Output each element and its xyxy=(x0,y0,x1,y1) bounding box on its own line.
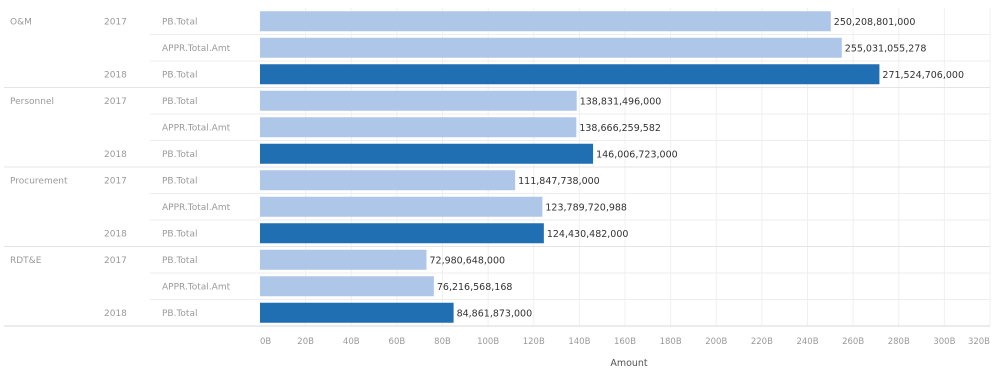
data-label: 84,861,873,000 xyxy=(457,308,533,319)
year-label: 2017 xyxy=(104,256,127,266)
year-label: 2018 xyxy=(104,229,127,239)
x-tick-label: 320B xyxy=(968,337,990,347)
data-label: 250,208,801,000 xyxy=(834,17,916,28)
x-tick-label: 220B xyxy=(751,337,773,347)
data-label: 146,006,723,000 xyxy=(596,149,678,160)
row-labels: O&M 2017 PB.Total APPR.Total.Amt 2018 PB.Tota… xyxy=(10,17,231,319)
x-tick-label: 40B xyxy=(343,337,360,347)
measure-label: PB.Total xyxy=(162,70,197,80)
data-label: 76,216,568,168 xyxy=(437,282,513,293)
x-tick-label: 260B xyxy=(842,337,864,347)
year-label: 2018 xyxy=(104,70,127,80)
bar xyxy=(260,64,880,85)
measure-label: APPR.Total.Amt xyxy=(162,203,231,213)
x-tick-label: 280B xyxy=(888,337,910,347)
x-tick-label: 300B xyxy=(933,337,955,347)
x-axis: 0B 20B 40B 60B 80B 100B 120B 140B 160B 180B 200B 22… xyxy=(260,337,990,347)
measure-label: PB.Total xyxy=(162,150,197,160)
measure-label: PB.Total xyxy=(162,176,197,186)
category-label: Procurement xyxy=(10,176,68,186)
year-label: 2017 xyxy=(104,176,127,186)
x-tick-label: 180B xyxy=(660,337,682,347)
data-label: 111,847,738,000 xyxy=(518,176,600,187)
x-tick-label: 160B xyxy=(614,337,636,347)
bar xyxy=(260,196,543,217)
measure-label: PB.Total xyxy=(162,17,197,27)
x-axis-title: Amount xyxy=(610,358,648,369)
data-label: 72,980,648,000 xyxy=(429,255,505,266)
x-tick-label: 60B xyxy=(389,337,406,347)
measure-label: APPR.Total.Amt xyxy=(162,123,231,133)
row-separators xyxy=(4,34,990,327)
x-tick-label: 80B xyxy=(434,337,451,347)
bar xyxy=(260,117,577,138)
measure-label: PB.Total xyxy=(162,97,197,107)
x-tick-label: 140B xyxy=(568,337,590,347)
year-label: 2017 xyxy=(104,97,127,107)
data-label: 123,789,720,988 xyxy=(545,202,627,213)
measure-label: PB.Total xyxy=(162,309,197,319)
bar xyxy=(260,37,842,58)
bar xyxy=(260,90,577,111)
data-label: 124,430,482,000 xyxy=(547,229,629,240)
year-label: 2017 xyxy=(104,17,127,27)
data-label: 255,031,055,278 xyxy=(845,43,927,54)
category-label: O&M xyxy=(10,17,32,27)
data-label: 138,666,259,582 xyxy=(579,123,661,134)
bar xyxy=(260,11,831,32)
bars: 250,208,801,000 255,031,055,278 271,524,70… xyxy=(260,11,964,323)
measure-label: APPR.Total.Amt xyxy=(162,44,231,54)
measure-label: PB.Total xyxy=(162,229,197,239)
x-tick-label: 100B xyxy=(477,337,499,347)
x-tick-label: 20B xyxy=(297,337,314,347)
x-tick-label: 200B xyxy=(705,337,727,347)
measure-label: APPR.Total.Amt xyxy=(162,282,231,292)
bar xyxy=(260,143,594,164)
x-tick-label: 120B xyxy=(523,337,545,347)
x-tick-label: 240B xyxy=(796,337,818,347)
bar xyxy=(260,276,434,297)
category-label: RDT&E xyxy=(10,256,42,266)
year-label: 2018 xyxy=(104,150,127,160)
bar xyxy=(260,223,544,244)
bar xyxy=(260,249,427,270)
category-label: Personnel xyxy=(10,97,54,107)
x-tick-label: 0B xyxy=(260,337,271,347)
data-label: 138,831,496,000 xyxy=(580,96,662,107)
year-label: 2018 xyxy=(104,309,127,319)
bar xyxy=(260,170,516,191)
data-label: 271,524,706,000 xyxy=(882,70,964,81)
bar xyxy=(260,302,454,323)
measure-label: PB.Total xyxy=(162,256,197,266)
